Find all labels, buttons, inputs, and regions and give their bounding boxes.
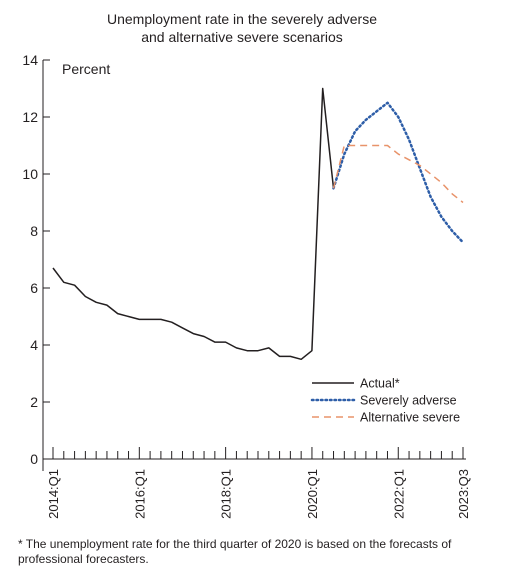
series-line-0	[52, 87, 335, 361]
x-tick-label-2: 2018:Q1	[219, 469, 234, 519]
y-tick-label-2: 4	[30, 337, 38, 353]
y-tick-label-0: 0	[30, 451, 38, 467]
x-tick-label-4: 2022:Q1	[391, 469, 406, 519]
y-tick-label-6: 12	[22, 109, 38, 125]
series-line-1	[332, 101, 465, 244]
legend-label-1: Severely adverse	[360, 394, 457, 408]
y-tick-label-4: 8	[30, 223, 38, 239]
legend-label-0: Actual*	[360, 377, 400, 391]
series-line-2	[332, 144, 464, 204]
series-layer	[52, 87, 465, 361]
x-tick-label-5: 2023:Q3	[456, 469, 471, 519]
y-axis-label: Percent	[62, 61, 110, 77]
y-tick-label-1: 2	[30, 394, 38, 410]
x-tick-label-0: 2014:Q1	[46, 469, 61, 519]
footnote: * The unemployment rate for the third qu…	[18, 537, 452, 566]
chart-title-line-2: and alternative severe scenarios	[141, 29, 343, 45]
axes: 0 2 4 6 8 10 12 14 2014:Q1 2016:Q1 2018:Q1 2020:Q1 2…	[22, 52, 471, 519]
legend-label-2: Alternative severe	[360, 411, 460, 425]
y-tick-label-7: 14	[22, 52, 38, 68]
legend: Actual* Severely adverse Alternative sever…	[310, 377, 460, 425]
chart-title-line-1: Unemployment rate in the severely advers…	[107, 11, 377, 27]
x-tick-label-3: 2020:Q1	[305, 469, 320, 519]
x-tick-label-1: 2016:Q1	[132, 469, 147, 519]
y-tick-label-3: 6	[30, 280, 38, 296]
y-tick-label-5: 10	[22, 166, 38, 182]
